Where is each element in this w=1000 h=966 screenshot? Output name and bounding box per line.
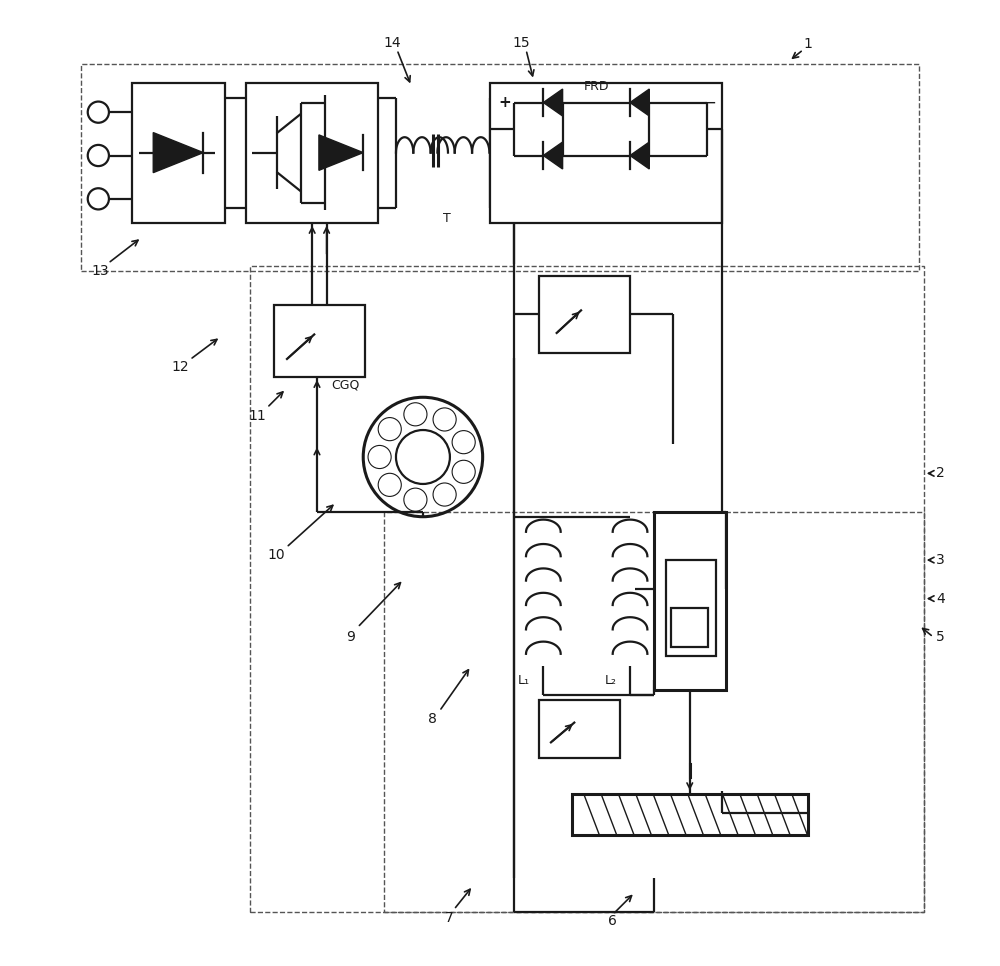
Polygon shape [630, 142, 649, 169]
Polygon shape [319, 135, 363, 170]
Text: −: − [702, 94, 716, 111]
Polygon shape [153, 132, 203, 173]
Text: 7: 7 [445, 911, 453, 925]
Bar [666, 560, 716, 656]
Text: T: T [443, 212, 451, 225]
Text: L₂: L₂ [605, 674, 617, 687]
Polygon shape [543, 89, 563, 116]
Text: 14: 14 [383, 36, 401, 50]
Text: 5: 5 [936, 630, 945, 644]
Bar [246, 83, 378, 223]
Text: 10: 10 [268, 549, 285, 562]
Text: FRD: FRD [584, 79, 609, 93]
Bar [250, 267, 924, 912]
Bar [490, 83, 722, 223]
Text: 15: 15 [512, 36, 530, 50]
Text: +: + [498, 95, 511, 110]
Polygon shape [630, 89, 649, 116]
Text: 2: 2 [936, 467, 945, 480]
Bar [654, 512, 726, 690]
Text: 9: 9 [346, 630, 355, 644]
Text: 6: 6 [608, 914, 617, 928]
Bar [132, 83, 225, 223]
Bar [81, 64, 919, 271]
Bar [572, 794, 808, 835]
Polygon shape [543, 142, 563, 169]
Text: 4: 4 [936, 591, 945, 606]
Text: L₁: L₁ [518, 674, 530, 687]
Bar [539, 276, 630, 353]
Bar [671, 609, 708, 647]
Bar [539, 699, 620, 757]
Text: 13: 13 [91, 264, 109, 278]
Text: 1: 1 [804, 37, 813, 51]
Bar [274, 305, 365, 377]
Bar [384, 512, 924, 912]
Text: 3: 3 [936, 554, 945, 567]
Text: 11: 11 [248, 409, 266, 422]
Text: 8: 8 [428, 712, 437, 726]
Text: 12: 12 [171, 360, 189, 375]
Text: CGQ: CGQ [332, 379, 360, 391]
